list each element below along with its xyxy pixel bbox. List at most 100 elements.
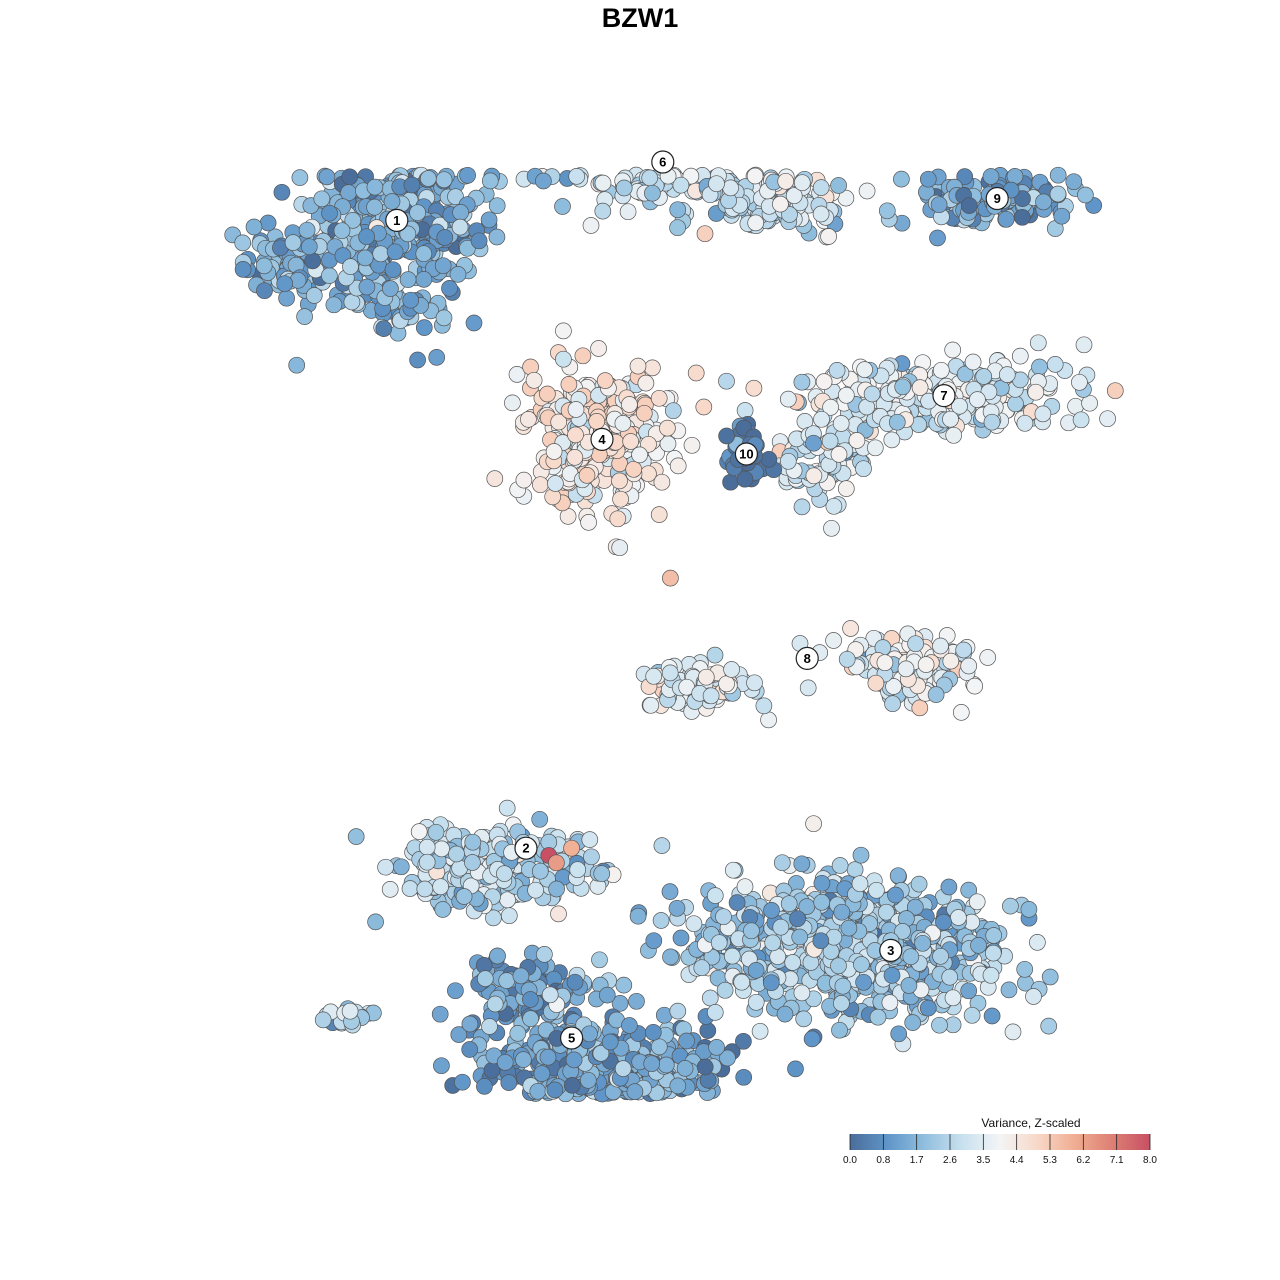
- scatter-point: [644, 184, 661, 202]
- scatter-point: [550, 905, 567, 923]
- scatter-point: [304, 252, 322, 270]
- scatter-point: [823, 519, 840, 537]
- scatter-point: [399, 225, 417, 243]
- cluster-label-1: 1: [385, 208, 409, 232]
- cluster-label-text: 6: [659, 155, 666, 170]
- cluster-label-marker: [879, 938, 903, 963]
- scatter-point: [583, 848, 600, 866]
- scatter-point: [878, 903, 895, 921]
- scatter-point: [1035, 193, 1052, 211]
- scatter-point: [685, 915, 703, 933]
- scatter-point: [825, 632, 842, 649]
- scatter-point: [1016, 414, 1034, 432]
- scatter-point: [476, 970, 494, 987]
- scatter-point: [722, 473, 739, 491]
- scatter-point: [745, 379, 763, 397]
- scatter-point: [710, 934, 728, 952]
- scatter-point: [498, 799, 516, 817]
- scatter-point: [234, 234, 252, 252]
- scatter-point: [718, 675, 735, 693]
- scatter-point: [560, 376, 578, 393]
- scatter-point: [832, 415, 850, 432]
- scatter-point: [433, 840, 450, 858]
- scatter-point: [1002, 897, 1019, 915]
- scatter-point: [1053, 207, 1071, 225]
- scatter-point: [869, 1008, 887, 1026]
- scatter-point: [910, 875, 928, 893]
- scatter-point: [615, 976, 633, 994]
- scatter-point: [500, 1074, 518, 1091]
- scatter-point: [555, 322, 572, 340]
- scatter-point: [567, 401, 585, 418]
- cluster-label-text: 7: [940, 388, 947, 403]
- colorbar-tick-label: 1.7: [910, 1155, 924, 1166]
- colorbar: [850, 1134, 1150, 1150]
- cluster-label-8: 8: [795, 646, 819, 671]
- cluster-label-marker: [590, 427, 614, 451]
- scatter-point: [461, 1015, 479, 1033]
- scatter-point: [455, 888, 473, 905]
- scatter-point: [789, 910, 806, 928]
- scatter-point: [664, 402, 682, 420]
- scatter-point: [883, 967, 901, 984]
- scatter-point: [825, 497, 843, 515]
- scatter-point: [485, 909, 502, 927]
- scatter-point: [447, 188, 464, 206]
- scatter-point: [642, 696, 660, 714]
- scatter-point: [366, 198, 383, 216]
- scatter-point: [358, 278, 376, 296]
- scatter-point: [596, 372, 614, 389]
- scatter-point: [276, 275, 294, 293]
- scatter-point: [998, 366, 1016, 383]
- scatter-point: [821, 432, 839, 450]
- scatter-point: [459, 166, 476, 184]
- scatter-point: [813, 410, 830, 428]
- scatter-point: [1099, 410, 1116, 428]
- scatter-point: [342, 258, 359, 275]
- scatter-point: [441, 280, 458, 297]
- scatter-point: [793, 855, 811, 873]
- scatter-point: [755, 697, 773, 715]
- scatter-point: [964, 353, 982, 371]
- scatter-point: [416, 880, 434, 898]
- scatter-point: [278, 289, 295, 307]
- scatter-point: [1016, 960, 1034, 978]
- scatter-point: [785, 187, 803, 205]
- scatter-point: [716, 981, 734, 999]
- scatter-point: [546, 1081, 564, 1099]
- scatter-point: [465, 314, 483, 332]
- scatter-point: [470, 232, 488, 250]
- scatter-point: [772, 195, 789, 213]
- scatter-point: [555, 350, 572, 368]
- scatter-point: [791, 928, 809, 946]
- scatter-point: [592, 1045, 610, 1062]
- colorbar-tick-label: 8.0: [1143, 1155, 1157, 1166]
- scatter-point: [838, 650, 856, 668]
- scatter-point: [846, 861, 864, 878]
- scatter-point: [629, 907, 647, 925]
- scatter-point: [764, 934, 782, 952]
- scatter-point: [489, 947, 506, 965]
- scatter-point: [588, 413, 606, 430]
- scatter-point: [531, 862, 549, 880]
- scatter-point: [245, 218, 263, 236]
- cluster-label-10: 10: [734, 442, 759, 466]
- scatter-point: [701, 989, 719, 1007]
- scatter-point: [672, 176, 690, 194]
- scatter-point: [580, 514, 597, 531]
- scatter-point: [545, 443, 563, 460]
- scatter-point: [979, 649, 997, 666]
- scatter-point: [486, 995, 504, 1013]
- scatter-point: [641, 169, 659, 187]
- scatter-point: [830, 446, 848, 463]
- scatter-point: [1065, 173, 1083, 191]
- scatter-point: [780, 895, 798, 913]
- colorbar-tick-label: 4.4: [1010, 1155, 1024, 1166]
- scatter-point: [611, 539, 629, 557]
- scatter-point: [855, 460, 872, 478]
- scatter-point: [715, 908, 732, 926]
- scatter-point: [593, 865, 611, 883]
- scatter-point: [708, 175, 725, 193]
- scatter-point: [496, 1054, 514, 1071]
